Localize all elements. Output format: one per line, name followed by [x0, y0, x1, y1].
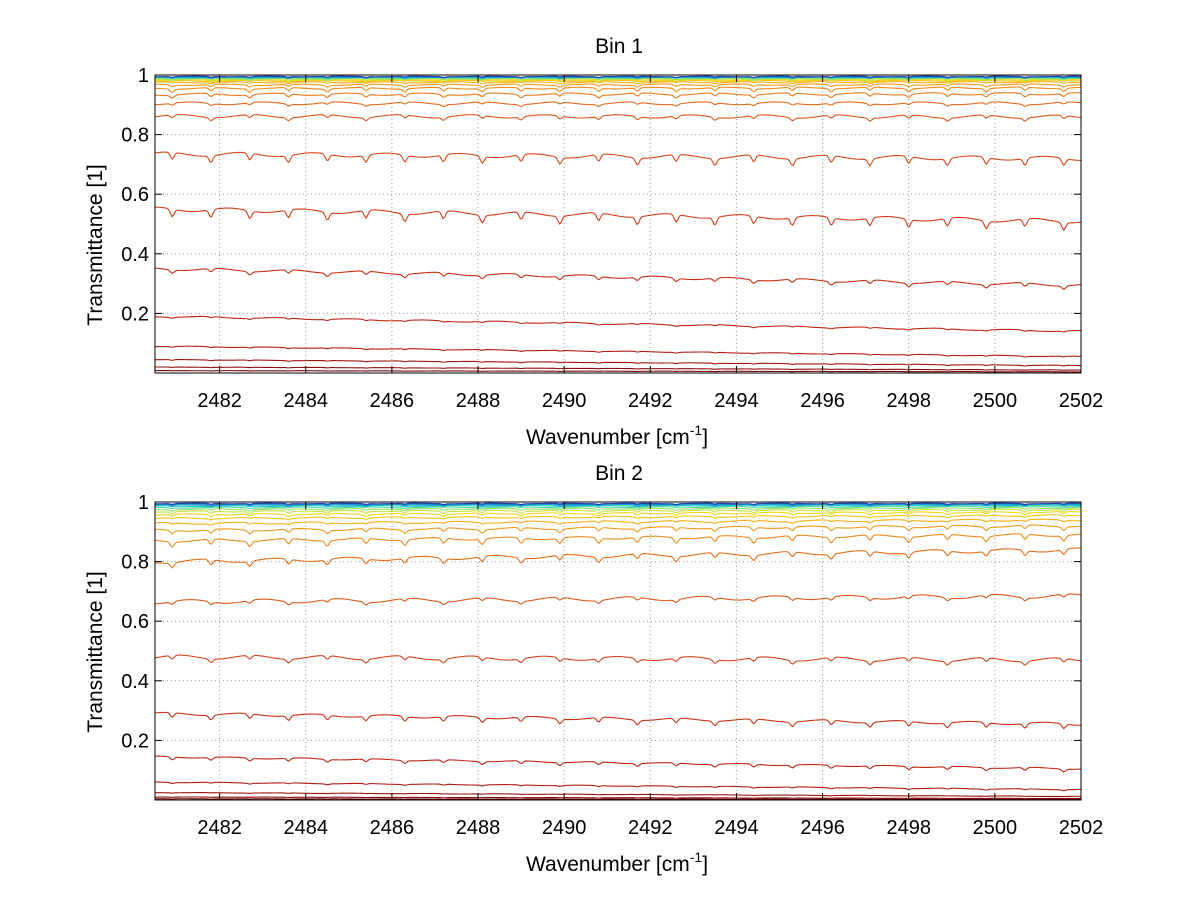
y-tick-label: 0.2 [121, 730, 149, 752]
series-line [155, 369, 1081, 373]
series-line [154, 533, 1082, 549]
series-line [154, 654, 1082, 666]
x-tick-label: 2486 [370, 817, 415, 839]
grid [155, 501, 1082, 800]
series-line [155, 502, 1082, 505]
series-line [154, 508, 1082, 515]
chart-title: Bin 1 [595, 35, 643, 58]
x-tick-label: 2482 [197, 390, 242, 412]
y-tick-label: 0.4 [121, 671, 149, 693]
series-line [154, 366, 1082, 371]
y-tick-label: 0.4 [121, 244, 149, 266]
series-line [154, 524, 1082, 535]
series-line [154, 113, 1082, 122]
x-axis-label-main: Wavenumber [cm [526, 426, 690, 449]
y-tick-label: 0.8 [121, 125, 149, 147]
series-line [154, 505, 1082, 510]
series-line [154, 206, 1082, 232]
x-axis-label: Wavenumber [cm-1] [526, 849, 708, 876]
y-tick-label: 0.8 [121, 552, 149, 574]
x-tick-label: 2502 [1059, 817, 1104, 839]
x-tick-label: 2488 [456, 390, 501, 412]
y-axis-label: Transmittance [1] [84, 571, 107, 732]
series-line [155, 796, 1082, 800]
x-tick-label: 2498 [886, 390, 931, 412]
x-tick-label: 2484 [283, 817, 328, 839]
series-line [155, 75, 1082, 78]
series-line [154, 593, 1082, 606]
series-line [154, 511, 1082, 518]
x-axis-label: Wavenumber [cm-1] [526, 422, 708, 449]
series-line [154, 86, 1082, 94]
x-tick-label: 2482 [197, 817, 242, 839]
series-line [154, 83, 1082, 88]
y-axis-label: Transmittance [1] [84, 164, 107, 325]
x-tick-label: 2500 [973, 390, 1018, 412]
x-tick-label: 2496 [800, 817, 845, 839]
series-line [154, 92, 1082, 99]
series-line [154, 267, 1082, 291]
x-tick-label: 2494 [714, 817, 759, 839]
y-tick-label: 0.6 [121, 184, 149, 206]
series-line [154, 81, 1082, 85]
x-tick-label: 2488 [456, 817, 501, 839]
series-line [154, 514, 1082, 521]
series-lines [154, 502, 1082, 800]
chart-panel-bin-1: Bin 1 2482 2484 2486 2488 2490 2492 2494 2496 24… [84, 35, 1103, 449]
y-tick-label: 1 [138, 65, 149, 87]
x-tick-label: 2498 [886, 817, 931, 839]
series-line [154, 781, 1082, 792]
plot-frame [154, 501, 1082, 801]
series-line [154, 507, 1082, 512]
x-tick-label: 2492 [628, 390, 673, 412]
series-line [154, 101, 1082, 108]
series-line [154, 792, 1081, 798]
series-line [154, 359, 1082, 367]
series-line [154, 345, 1082, 358]
x-tick-label: 2484 [283, 390, 328, 412]
chart-panel-bin-2: Bin 2 2482 2484 2486 2488 2490 2492 2494 2496 24… [84, 462, 1103, 876]
chart-title: Bin 2 [595, 462, 643, 485]
series-line [154, 315, 1081, 333]
series-line [154, 547, 1081, 569]
series-line [154, 755, 1082, 773]
x-axis-label-end: ] [702, 853, 708, 876]
series-line [154, 504, 1082, 508]
axis-ticks: 2482 2484 2486 2488 2490 2492 2494 2496 2498 2500… [121, 492, 1103, 839]
y-tick-label: 0.6 [121, 611, 149, 633]
axis-ticks: 2482 2484 2486 2488 2490 2492 2494 2496 2498 2500… [121, 65, 1103, 412]
x-tick-label: 2490 [542, 817, 587, 839]
series-line [154, 711, 1082, 730]
x-axis-label-main: Wavenumber [cm [526, 853, 690, 876]
series-line [154, 151, 1082, 167]
series-line [154, 798, 1081, 800]
y-tick-label: 1 [138, 492, 149, 514]
series-lines [154, 75, 1082, 373]
plot-frame [154, 74, 1082, 374]
x-axis-label-sup: -1 [690, 849, 703, 865]
grid [155, 74, 1082, 373]
x-tick-label: 2486 [370, 390, 415, 412]
y-tick-label: 0.2 [121, 303, 149, 325]
series-line [154, 518, 1082, 526]
x-tick-label: 2490 [542, 390, 587, 412]
x-tick-label: 2500 [973, 817, 1018, 839]
x-axis-label-end: ] [702, 426, 708, 449]
x-tick-label: 2496 [800, 390, 845, 412]
x-tick-label: 2502 [1059, 390, 1104, 412]
x-tick-label: 2492 [628, 817, 673, 839]
x-axis-label-sup: -1 [690, 422, 703, 438]
x-tick-label: 2494 [714, 390, 759, 412]
